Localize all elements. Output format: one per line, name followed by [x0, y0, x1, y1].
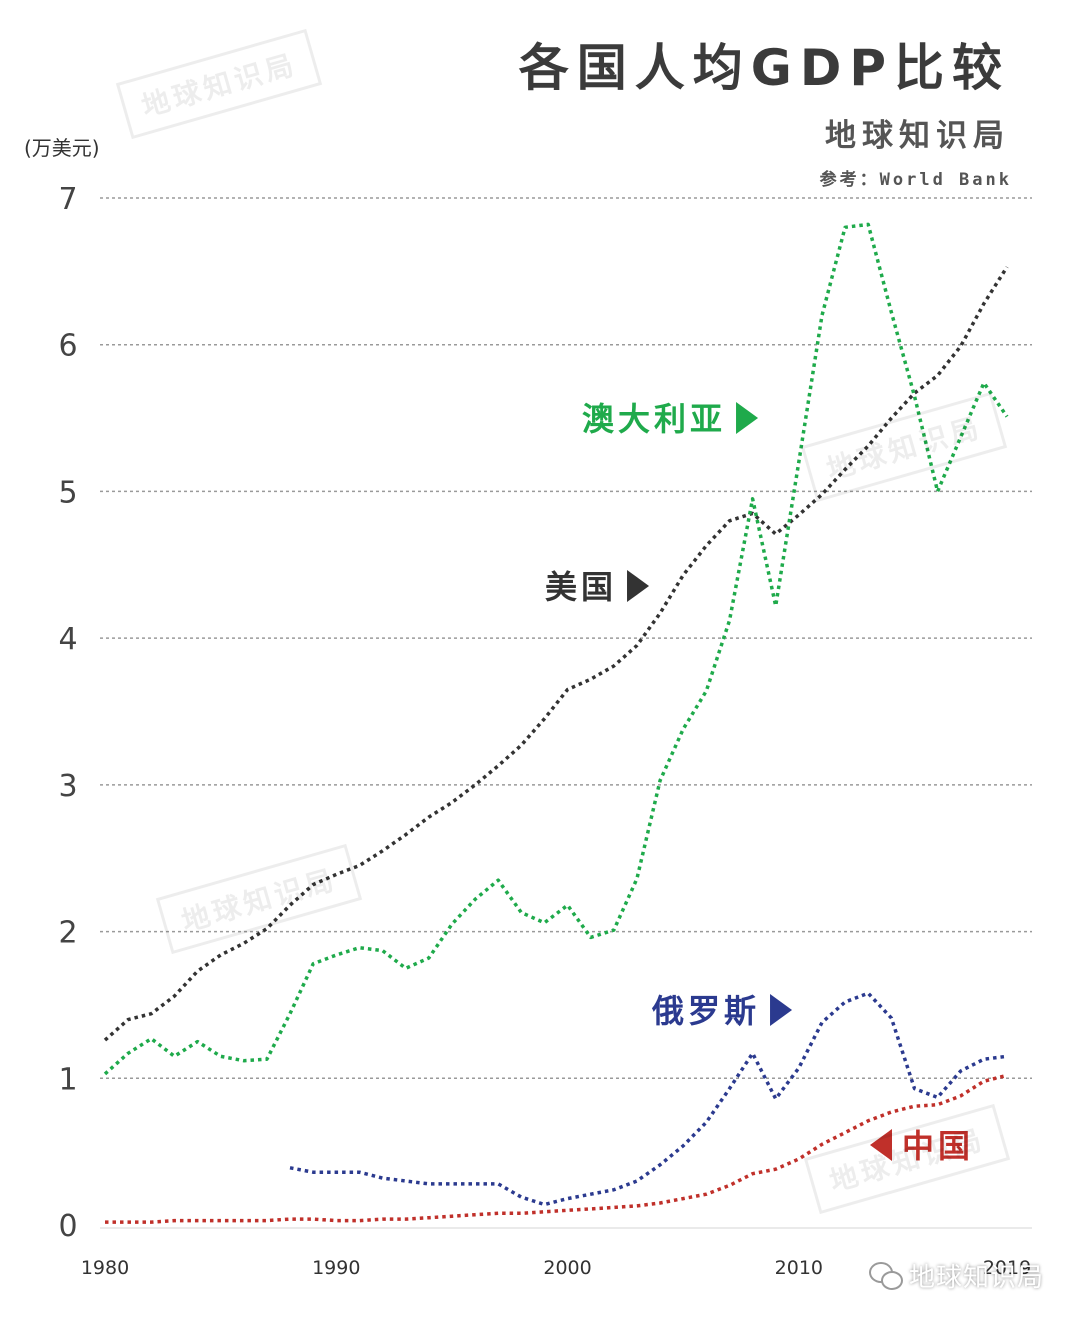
data-source: 参考：World Bank [819, 170, 1012, 190]
arrow-left-icon [870, 1129, 892, 1161]
x-tick-label: 1980 [81, 1257, 129, 1279]
y-tick-label: 0 [58, 1209, 77, 1244]
y-tick-label: 4 [58, 622, 77, 657]
y-tick-label: 1 [58, 1062, 77, 1097]
x-tick-label: 2019 [983, 1257, 1031, 1279]
arrow-right-icon [736, 402, 759, 434]
footer-text: 地球知识局 [908, 1263, 1044, 1293]
y-tick-label: 6 [58, 329, 77, 364]
chart-title: 各国人均GDP比较 [518, 39, 1010, 97]
wechat-icon [868, 1261, 903, 1290]
x-tick-label: 2000 [543, 1257, 591, 1279]
series-label-澳大利亚: 澳大利亚 [582, 400, 726, 438]
arrow-right-icon [770, 994, 793, 1026]
footer-brand: 地球知识局 [868, 1257, 1044, 1294]
x-tick-label: 1990 [312, 1257, 360, 1279]
y-axis-unit: (万美元) [24, 136, 100, 160]
arrow-right-icon [627, 570, 650, 602]
y-tick-label: 3 [58, 769, 77, 804]
y-tick-label: 7 [58, 182, 77, 217]
x-tick-label: 2010 [775, 1257, 823, 1279]
y-tick-label: 2 [58, 916, 77, 951]
series-label-美国: 美国 [545, 568, 617, 606]
chart-subtitle: 地球知识局 [825, 118, 1010, 154]
series-line-美国 [103, 266, 1009, 1042]
series-line-中国 [105, 1073, 1008, 1224]
series-label-中国: 中国 [902, 1127, 974, 1165]
series-label-俄罗斯: 俄罗斯 [651, 992, 760, 1030]
y-tick-label: 5 [58, 475, 77, 510]
series-line-俄罗斯 [289, 991, 1008, 1207]
